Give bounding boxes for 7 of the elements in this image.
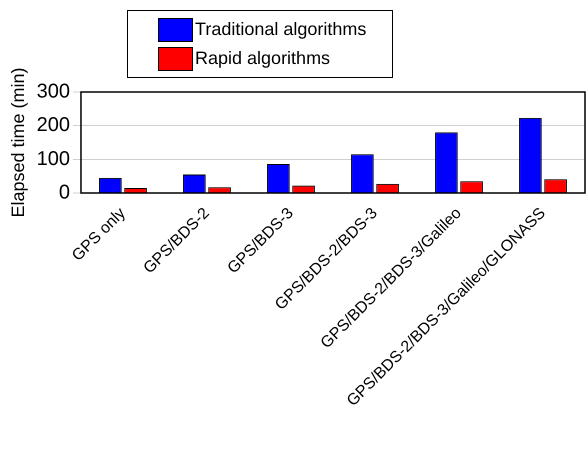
y-axis-title: Elapsed time (min) [8,67,28,218]
legend-label: Traditional algorithms [195,19,366,40]
y-tick-label: 0 [58,182,70,204]
y-tick-label: 300 [36,80,70,103]
y-tick-label: 200 [36,114,70,136]
y-tick-label: 100 [36,148,70,170]
legend-label: Rapid algorithms [195,48,330,69]
